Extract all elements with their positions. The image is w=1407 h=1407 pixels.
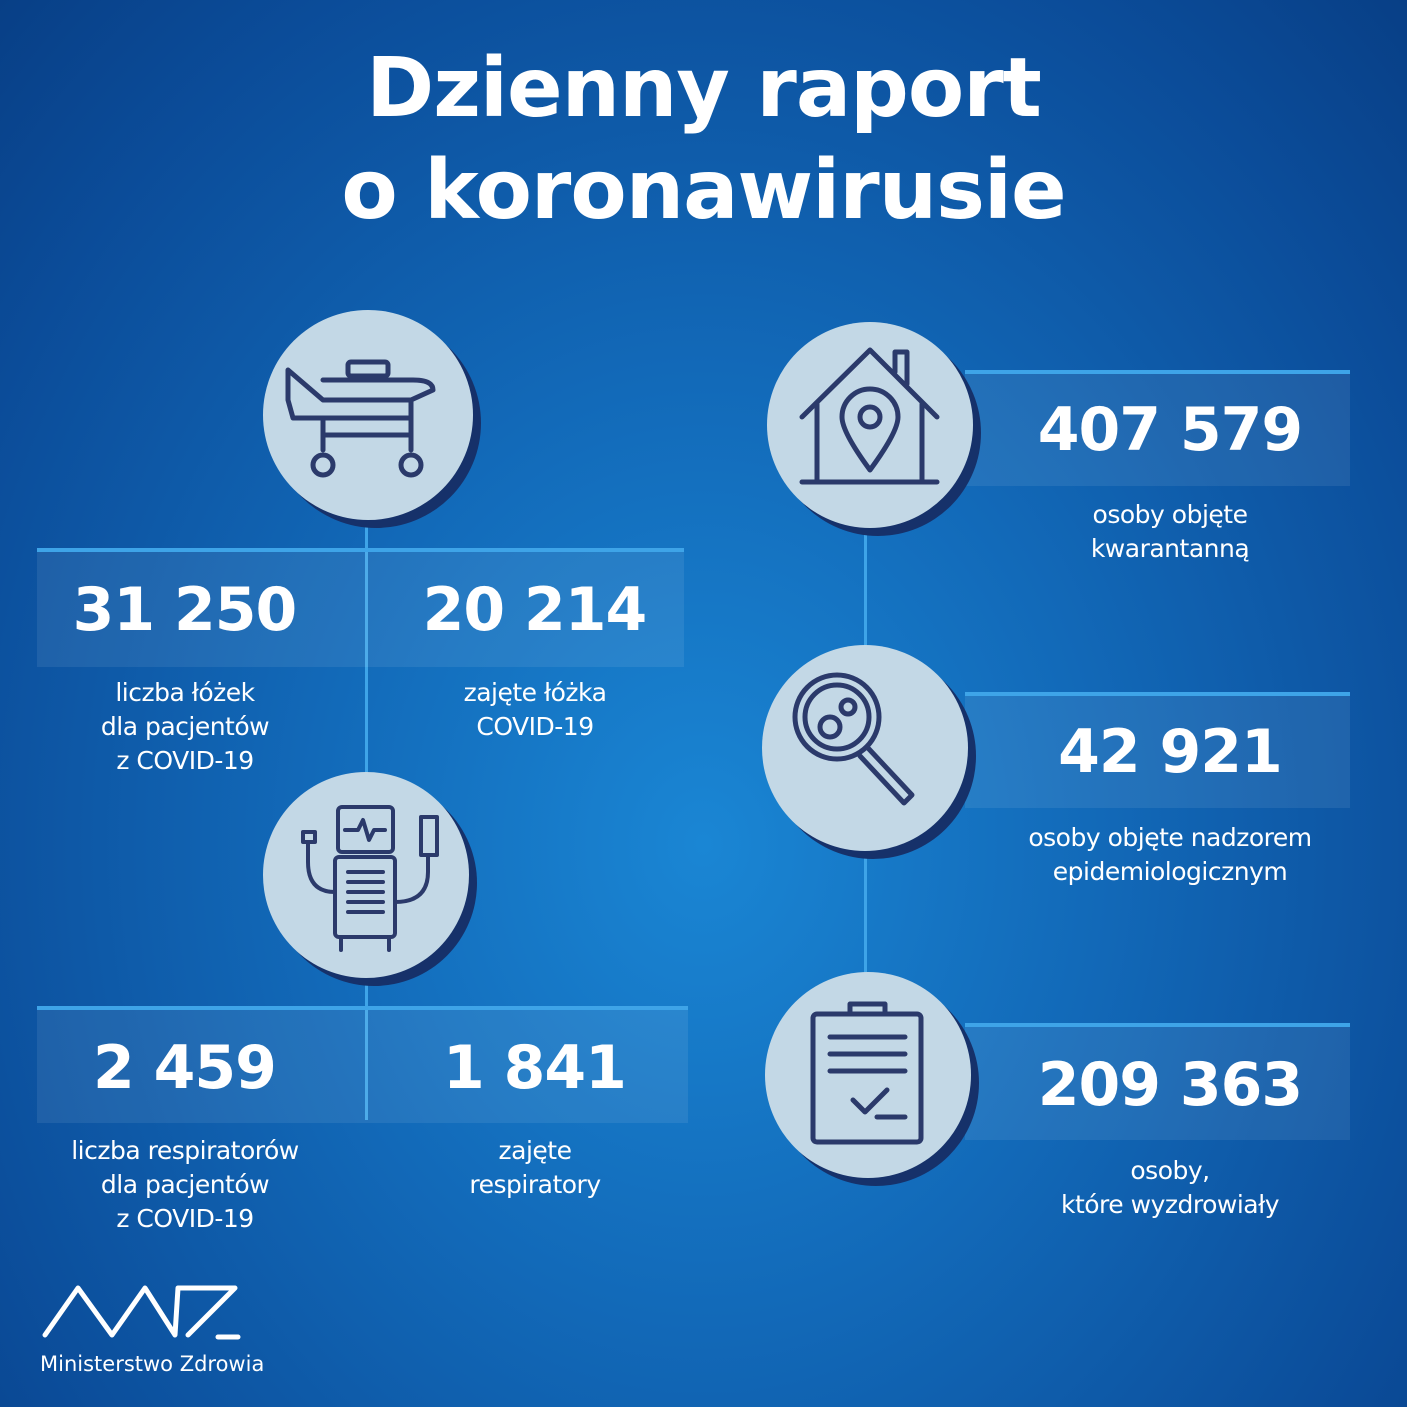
ministry-logo	[42, 1285, 241, 1340]
label-line: osoby,	[1130, 1156, 1210, 1185]
house-location-icon	[799, 347, 940, 485]
beds-occupied-label: zajęte łóżka COVID-19	[370, 676, 700, 744]
surveillance-label: osoby objęte nadzorem epidemiologicznym	[985, 821, 1355, 889]
ventilators-occupied-value: 1 841	[443, 1033, 627, 1103]
clipboard-check-icon	[810, 1001, 924, 1145]
hospital-bed-icon	[285, 359, 436, 478]
label-line: zajęte łóżka	[463, 678, 607, 707]
label-line: liczba respiratorów	[71, 1136, 299, 1165]
recovered-label: osoby, które wyzdrowiały	[985, 1154, 1355, 1222]
surveillance-circle	[762, 645, 968, 851]
quarantine-label: osoby objęte kwarantanną	[985, 498, 1355, 566]
ventilators-band	[37, 1006, 688, 1123]
beds-total-label: liczba łóżek dla pacjentów z COVID-19	[20, 676, 350, 778]
beds-band	[37, 548, 684, 667]
label-line: dla pacjentów	[100, 1170, 270, 1199]
label-line: dla pacjentów	[100, 712, 270, 741]
label-line: liczba łóżek	[115, 678, 255, 707]
surveillance-band	[965, 692, 1350, 808]
label-line: zajęte	[498, 1136, 572, 1165]
label-line: z COVID-19	[116, 746, 254, 775]
ventilators-total-value: 2 459	[93, 1033, 277, 1103]
quarantine-value: 407 579	[1037, 395, 1303, 465]
recovered-circle	[765, 972, 971, 1178]
label-line: z COVID-19	[116, 1204, 254, 1233]
title-line-1: Dzienny raport	[366, 41, 1042, 136]
ventilators-total-label: liczba respiratorów dla pacjentów z COVI…	[20, 1134, 350, 1236]
label-line: osoby objęte	[1092, 500, 1248, 529]
logo-text: Ministerstwo Zdrowia	[40, 1352, 265, 1376]
beds-occupied-value: 20 214	[422, 575, 648, 645]
beds-total-value: 31 250	[72, 575, 298, 645]
label-line: COVID-19	[476, 712, 594, 741]
ventilator-circle	[263, 772, 469, 978]
label-line: osoby objęte nadzorem	[1028, 823, 1312, 852]
title-line-2: o koronawirusie	[341, 143, 1066, 238]
label-line: respiratory	[469, 1170, 601, 1199]
ventilator-icon	[301, 805, 439, 952]
label-line: epidemiologicznym	[1052, 857, 1288, 886]
magnifier-virus-icon	[792, 672, 915, 806]
quarantine-circle	[767, 322, 973, 528]
recovered-band	[965, 1023, 1350, 1140]
ventilators-occupied-label: zajęte respiratory	[370, 1134, 700, 1202]
recovered-value: 209 363	[1037, 1050, 1303, 1120]
quarantine-band	[965, 370, 1350, 486]
hospital-bed-circle	[263, 310, 473, 520]
surveillance-value: 42 921	[1058, 717, 1283, 787]
label-line: kwarantanną	[1090, 534, 1250, 563]
label-line: które wyzdrowiały	[1060, 1190, 1280, 1219]
